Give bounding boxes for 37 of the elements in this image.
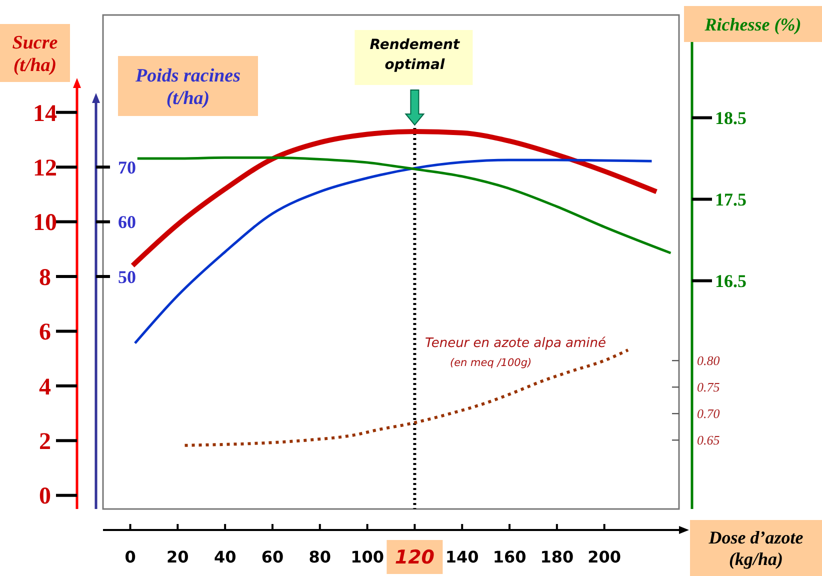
y3-tick-label: 17.5 [715, 190, 746, 210]
y-tick-label: 12 [33, 155, 57, 182]
y3-axis-title: Richesse (%) [704, 14, 802, 34]
y-tick-label: 10 [33, 210, 57, 236]
y-tick-label: 0.65 [697, 432, 720, 448]
x-tick-label: 0 [124, 548, 136, 567]
y-tick-label: 14 [33, 100, 57, 127]
x-tick-label: 140 [445, 548, 479, 567]
y2-tick-label: 60 [118, 212, 136, 232]
y-tick-label: 2 [39, 429, 51, 456]
y-axis-title: Teneur en azote alpa aminé (en meq /100g) [425, 336, 606, 369]
y-axis-title: Sucre (t/ha) [12, 32, 58, 76]
line-series [183, 348, 630, 447]
y2-tick-label: 50 [118, 266, 136, 287]
y-tick-label: 8 [39, 264, 51, 291]
y3-tick-label: 16.5 [715, 271, 746, 292]
x-tick-label: 180 [540, 548, 574, 567]
x-axis-title: Dose d’azote (kg/ha) [708, 528, 804, 570]
x-tick-label: 160 [492, 548, 526, 567]
x-tick-label: 200 [588, 548, 622, 567]
x-tick-label: 100 [350, 548, 384, 567]
y2-axis-title: Poids racines (t/ha) [134, 65, 241, 110]
x-tick-label: 40 [214, 548, 236, 567]
y2-tick-label: 70 [118, 157, 136, 178]
ref-line-label: Rendement optimal [370, 37, 461, 73]
y-tick-label: 0 [39, 484, 51, 510]
x-tick-label: 120 [394, 546, 435, 569]
x-tick-label: 60 [261, 548, 284, 567]
line-series [136, 156, 672, 254]
y-tick-label: 6 [39, 320, 51, 346]
y-tick-label: 4 [39, 374, 51, 400]
x-tick-label: 20 [166, 548, 189, 567]
y3-tick-label: 18.5 [715, 108, 746, 128]
y-tick-label: 0.80 [697, 353, 720, 368]
y-tick-label: 0.70 [697, 406, 720, 422]
x-tick-label: 80 [308, 548, 332, 567]
y-tick-label: 0.75 [697, 380, 720, 395]
